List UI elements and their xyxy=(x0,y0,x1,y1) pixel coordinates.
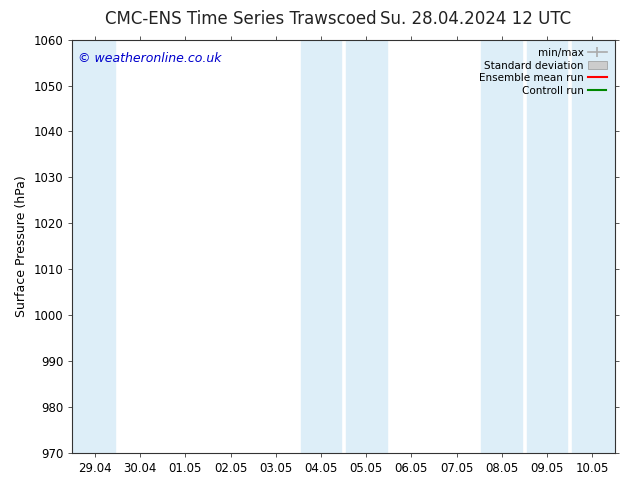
Bar xyxy=(301,40,341,453)
Legend: min/max, Standard deviation, Ensemble mean run, Controll run: min/max, Standard deviation, Ensemble me… xyxy=(476,45,610,99)
Bar xyxy=(481,40,522,453)
Text: Su. 28.04.2024 12 UTC: Su. 28.04.2024 12 UTC xyxy=(380,10,571,28)
Text: © weatheronline.co.uk: © weatheronline.co.uk xyxy=(78,52,221,65)
Y-axis label: Surface Pressure (hPa): Surface Pressure (hPa) xyxy=(15,175,28,317)
Text: CMC-ENS Time Series Trawscoed: CMC-ENS Time Series Trawscoed xyxy=(105,10,377,28)
Bar xyxy=(72,40,115,453)
Bar xyxy=(527,40,567,453)
Bar xyxy=(346,40,387,453)
Bar xyxy=(572,40,615,453)
